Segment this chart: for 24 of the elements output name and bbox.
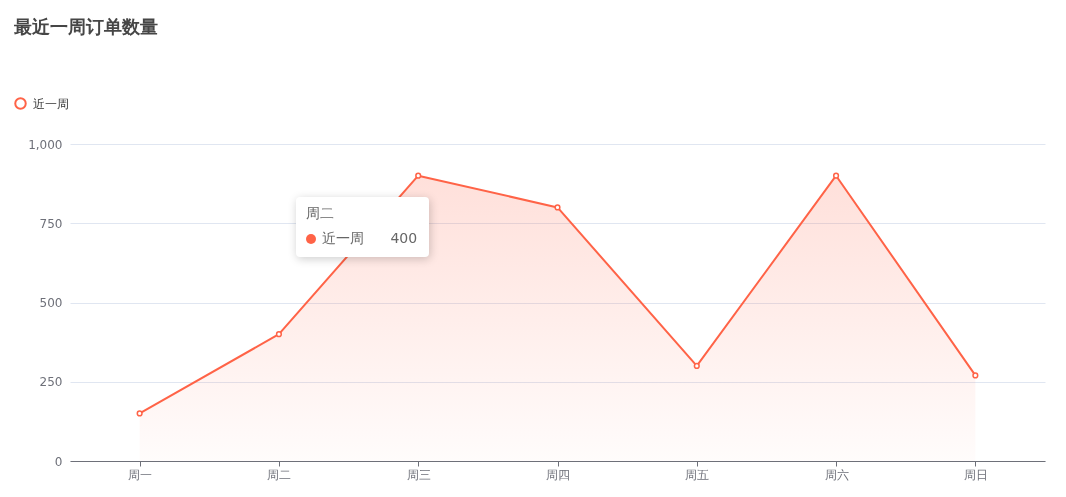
x-tick-label: 周一 (128, 467, 153, 482)
point (415, 172, 422, 179)
point (136, 410, 143, 417)
x-tick-label: 周二 (267, 467, 292, 482)
x-tick-label: 周三 (406, 467, 431, 482)
x-tick-label: 周六 (824, 467, 849, 482)
y-tick-label: 0 (54, 454, 63, 469)
y-tick-label: 250 (39, 375, 63, 390)
x-tick-label: 周五 (685, 467, 710, 482)
point (275, 331, 283, 338)
point (554, 204, 561, 211)
y-tick-label: 750 (39, 216, 63, 231)
point (832, 172, 840, 179)
tooltip: 周二 近一周 400 (296, 197, 430, 257)
annotation: 近一周 400 (322, 230, 418, 248)
point (972, 372, 979, 379)
x-tick-label: 周日 (963, 467, 988, 482)
legend-label: 近一周 (33, 96, 69, 111)
y-tick-label: 500 (39, 296, 63, 310)
point (693, 362, 700, 369)
x-tick-label: 周四 (546, 467, 570, 482)
annotation: 周二 (306, 204, 335, 223)
y-tick-label: 1,000 (28, 137, 63, 152)
chart-title: 最近一周订单数量 (13, 16, 158, 37)
